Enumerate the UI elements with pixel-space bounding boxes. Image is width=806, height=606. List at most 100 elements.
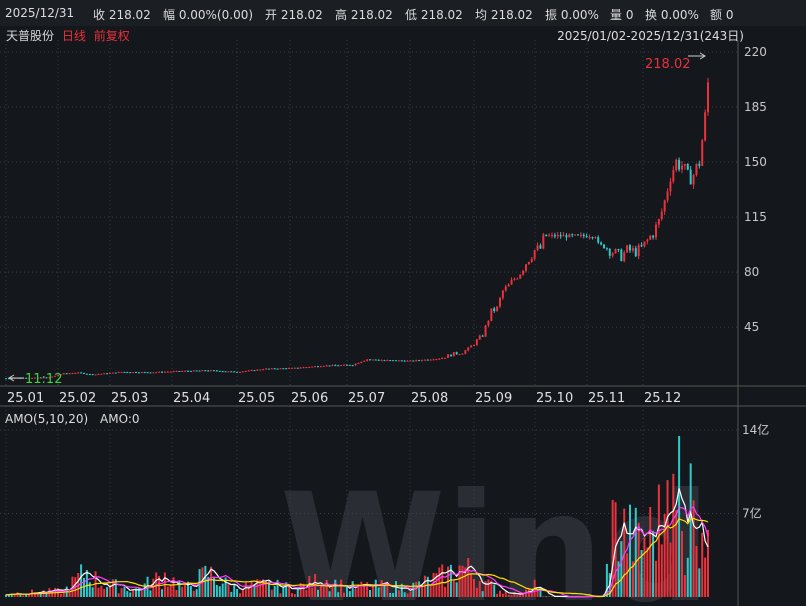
candle-body <box>120 371 123 373</box>
amo-bar <box>412 582 415 597</box>
amo-bar <box>386 581 389 597</box>
amo-bar <box>19 594 22 597</box>
amo-bar <box>233 584 236 597</box>
amo-value: AMO:0 <box>100 412 140 426</box>
amo-bar <box>438 567 441 597</box>
amo-bar <box>640 550 643 597</box>
amo-bar <box>305 589 308 597</box>
amo-bar <box>85 570 88 597</box>
amo-params[interactable]: AMO(5,10,20) <box>5 412 89 426</box>
amo-bar <box>317 589 319 597</box>
candle-body <box>591 237 594 239</box>
high-price-marker: 218.02 <box>645 52 706 72</box>
candle-body <box>83 372 85 374</box>
date-tick-label: 25.05 <box>238 391 275 406</box>
amo-bar <box>354 588 357 597</box>
candle-body <box>328 365 331 367</box>
amo-bar <box>510 595 513 597</box>
candle-body <box>187 370 189 372</box>
candle-body <box>100 373 103 375</box>
amo-bar <box>175 589 178 597</box>
period-selector[interactable]: 日线 <box>61 29 86 43</box>
amo-bar <box>652 530 655 597</box>
amo-bar <box>22 595 25 597</box>
amo-bar <box>551 596 553 597</box>
amo-bar <box>634 507 637 597</box>
amo-bar <box>418 581 421 597</box>
grid-lines <box>0 40 738 600</box>
amo-bar <box>291 593 293 597</box>
amo-bar <box>475 587 478 597</box>
amo-bar <box>660 544 663 597</box>
candle-body <box>74 372 77 374</box>
candle-body <box>360 361 363 363</box>
price-tick-label: 185 <box>744 100 767 114</box>
amo-bar <box>187 581 189 597</box>
candle-body <box>655 224 657 238</box>
candle-body <box>299 367 302 369</box>
amo-bar <box>487 579 490 597</box>
chart-axes <box>0 40 806 606</box>
amo-bar <box>184 583 187 597</box>
quote-open: 开 218.02 <box>265 8 323 22</box>
candle-body <box>198 370 201 372</box>
amo-bar <box>611 499 614 597</box>
candle-body <box>85 373 88 375</box>
candle-body <box>620 249 623 262</box>
amo-bar <box>265 580 267 597</box>
amo-bar <box>161 589 163 597</box>
candle-body <box>608 248 611 256</box>
candle-body <box>28 377 31 379</box>
amo-bar <box>189 585 192 597</box>
candle-body <box>117 372 120 374</box>
candle-body <box>487 320 490 326</box>
amo-bar <box>103 589 106 597</box>
date-tick-label: 25.12 <box>644 391 681 406</box>
candle-body <box>296 367 299 369</box>
quote-volume: 量 0 <box>610 8 634 22</box>
candle-body <box>617 249 620 251</box>
candle-body <box>392 360 395 362</box>
candle-body <box>204 370 207 372</box>
candle-body <box>415 360 418 362</box>
amo-bar <box>496 593 499 597</box>
amo-bar <box>545 596 548 597</box>
amo-bar <box>279 593 282 597</box>
amo-bar <box>669 542 672 597</box>
candle-body <box>288 367 291 369</box>
amo-bar <box>467 558 470 597</box>
amo-bar <box>421 586 423 597</box>
amo-bar <box>25 594 28 597</box>
candle-body <box>259 369 262 371</box>
candle-body <box>331 365 334 367</box>
candle-body <box>631 248 634 251</box>
amo-bar <box>646 547 649 597</box>
candle-body <box>484 325 487 337</box>
amo-bar <box>649 506 652 597</box>
amo-bar <box>449 564 452 597</box>
candle-body <box>71 373 74 375</box>
candle-body <box>345 364 348 366</box>
price-tick-label: 220 <box>744 45 767 59</box>
stock-name[interactable]: 天普股份 <box>6 29 55 43</box>
date-tick-label: 25.02 <box>59 391 96 406</box>
amo-bar <box>322 587 325 597</box>
adjust-selector[interactable]: 前复权 <box>93 29 130 43</box>
amo-bar <box>695 545 698 597</box>
candle-body <box>111 372 114 374</box>
candle-body <box>704 112 707 141</box>
candle-body <box>178 370 181 372</box>
candle-body <box>129 372 132 374</box>
amo-bar <box>7 594 10 597</box>
price-tick-label: 80 <box>744 265 759 279</box>
candle-body <box>559 235 562 237</box>
high-price-label: 218.02 <box>645 57 691 72</box>
candle-body <box>542 234 545 249</box>
amo-bar <box>435 573 438 597</box>
candle-body <box>354 363 357 366</box>
amo-bar <box>343 592 345 597</box>
amo-bar <box>181 586 184 597</box>
candle-body <box>681 165 683 170</box>
amo-bar <box>45 593 48 597</box>
